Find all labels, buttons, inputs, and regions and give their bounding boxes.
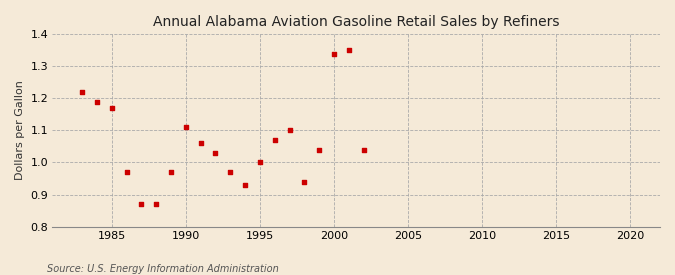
Point xyxy=(284,128,295,133)
Point xyxy=(314,147,325,152)
Point xyxy=(136,202,146,206)
Point xyxy=(240,183,250,187)
Point xyxy=(151,202,161,206)
Y-axis label: Dollars per Gallon: Dollars per Gallon xyxy=(15,81,25,180)
Point xyxy=(329,51,340,56)
Point xyxy=(77,90,88,94)
Point xyxy=(299,180,310,184)
Point xyxy=(121,170,132,174)
Point xyxy=(195,141,206,145)
Point xyxy=(92,100,103,104)
Point xyxy=(344,48,354,53)
Text: Source: U.S. Energy Information Administration: Source: U.S. Energy Information Administ… xyxy=(47,264,279,274)
Point xyxy=(180,125,191,130)
Point xyxy=(254,160,265,165)
Title: Annual Alabama Aviation Gasoline Retail Sales by Refiners: Annual Alabama Aviation Gasoline Retail … xyxy=(153,15,560,29)
Point xyxy=(269,138,280,142)
Point xyxy=(165,170,176,174)
Point xyxy=(358,147,369,152)
Point xyxy=(107,106,117,110)
Point xyxy=(225,170,236,174)
Point xyxy=(210,151,221,155)
